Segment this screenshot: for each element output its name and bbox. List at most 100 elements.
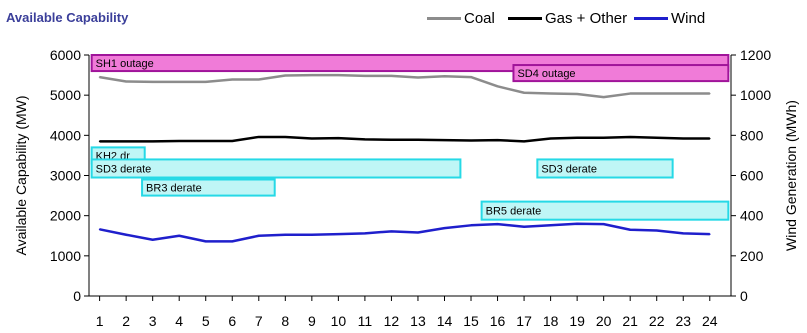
data-point-coal-11: [364, 75, 366, 77]
data-point-coal-1: [98, 76, 101, 78]
data-point-coal-3: [151, 81, 154, 83]
data-point-gas-other-11: [364, 138, 366, 141]
annotation-label-0: SH1 outage: [96, 58, 154, 70]
data-point-gas-other-24: [708, 137, 711, 140]
data-point-coal-4: [178, 81, 180, 83]
legend-label-wind: Wind: [671, 10, 706, 27]
data-point-wind-6: [231, 240, 234, 243]
legend-label-gas-other: Gas + Other: [545, 10, 628, 27]
data-point-wind-11: [364, 232, 366, 235]
legend-swatch-coal: [427, 16, 461, 20]
annotation-bar-5: [141, 178, 276, 197]
data-point-gas-other-14: [443, 139, 446, 141]
data-point-wind-22: [655, 229, 658, 232]
annotation-bar-3: [90, 158, 462, 179]
data-point-coal-9: [311, 74, 313, 76]
x-tick-label-12: 13: [410, 313, 426, 329]
x-tick-label-0: 1: [96, 313, 104, 329]
x-tick-label-9: 10: [331, 313, 347, 329]
data-point-coal-5: [204, 81, 207, 83]
x-tick-label-23: 24: [702, 313, 718, 329]
x-tick-label-13: 14: [437, 313, 453, 329]
data-point-wind-23: [682, 232, 685, 235]
data-point-coal-12: [390, 75, 393, 77]
data-point-coal-15: [470, 76, 472, 78]
data-point-wind-12: [390, 230, 393, 233]
data-point-wind-2: [125, 233, 127, 236]
data-point-gas-other-12: [390, 138, 393, 141]
x-tick-label-11: 12: [384, 313, 400, 329]
data-point-wind-8: [284, 233, 287, 236]
data-point-gas-other-7: [257, 136, 260, 138]
y2-axis-title: Wind Generation (MWh): [783, 100, 799, 251]
y2-tick-label-1: 200: [740, 248, 764, 264]
legend-swatch-gas-other: [508, 16, 542, 20]
x-tick-label-3: 4: [175, 313, 183, 329]
annotation-bar-4: [536, 158, 674, 179]
y2-tick-label-3: 600: [740, 168, 764, 184]
data-point-wind-1: [98, 228, 101, 231]
x-tick-label-7: 8: [281, 313, 289, 329]
data-point-wind-4: [178, 234, 180, 237]
data-point-gas-other-9: [311, 137, 313, 140]
data-point-gas-other-1: [98, 140, 101, 143]
data-point-gas-other-4: [178, 140, 180, 142]
y2-tick-label-4: 800: [740, 127, 764, 143]
x-tick-label-16: 17: [516, 313, 532, 329]
y-tick-label-5: 5000: [50, 87, 81, 103]
annotation-label-3: SD3 derate: [96, 163, 152, 175]
y-tick-label-1: 1000: [50, 248, 81, 264]
legend-item-gas-other: Gas + Other: [508, 10, 627, 27]
data-point-wind-24: [708, 233, 711, 235]
data-point-wind-17: [523, 225, 525, 228]
data-point-coal-14: [443, 75, 446, 78]
data-point-wind-18: [549, 224, 552, 227]
chart-title: Available Capability: [6, 10, 129, 25]
data-point-wind-19: [576, 222, 578, 225]
data-point-gas-other-3: [151, 140, 154, 143]
data-point-gas-other-20: [602, 136, 605, 139]
data-point-coal-8: [284, 74, 287, 77]
annotation-label-6: BR5 derate: [486, 206, 542, 218]
data-point-coal-13: [417, 76, 419, 79]
data-point-gas-other-10: [337, 137, 340, 139]
annotation-label-4: SD3 derate: [541, 163, 597, 175]
data-point-coal-2: [125, 80, 127, 83]
y-tick-label-0: 0: [73, 288, 81, 304]
series-line-gas-other: [99, 135, 710, 143]
annotation-bar-6: [480, 200, 730, 221]
annotation-label-5: BR3 derate: [146, 183, 202, 195]
x-tick-label-6: 7: [255, 313, 263, 329]
data-point-wind-13: [417, 231, 419, 234]
x-tick-label-1: 2: [122, 313, 130, 329]
data-point-gas-other-6: [231, 140, 234, 142]
series-line-wind: [99, 222, 710, 243]
x-tick-label-18: 19: [569, 313, 585, 329]
y-axis-title: Available Capability (MW): [13, 95, 29, 255]
data-point-coal-6: [231, 78, 234, 81]
annotation-bar-1: [512, 64, 730, 83]
x-tick-label-4: 5: [202, 313, 210, 329]
x-tick-label-15: 16: [490, 313, 506, 329]
data-point-wind-16: [496, 223, 499, 225]
y2-tick-label-6: 1200: [740, 47, 771, 63]
legend: Coal Gas + Other Wind: [0, 0, 807, 40]
data-point-gas-other-18: [549, 137, 552, 140]
x-tick-label-17: 18: [543, 313, 559, 329]
data-point-gas-other-23: [682, 137, 685, 140]
data-point-coal-19: [576, 93, 578, 95]
data-point-gas-other-15: [470, 139, 472, 142]
legend-swatch-wind: [634, 16, 668, 20]
x-tick-label-8: 9: [308, 313, 316, 329]
data-point-wind-3: [151, 238, 154, 241]
data-point-gas-other-22: [655, 136, 658, 139]
data-point-gas-other-5: [204, 140, 207, 142]
x-tick-label-10: 11: [358, 313, 373, 329]
y-tick-label-3: 3000: [50, 168, 81, 184]
series-line-coal: [99, 73, 710, 99]
annotation-label-1: SD4 outage: [517, 68, 575, 80]
data-point-gas-other-21: [629, 136, 631, 138]
data-point-gas-other-2: [125, 140, 127, 143]
x-tick-label-2: 3: [149, 313, 157, 329]
